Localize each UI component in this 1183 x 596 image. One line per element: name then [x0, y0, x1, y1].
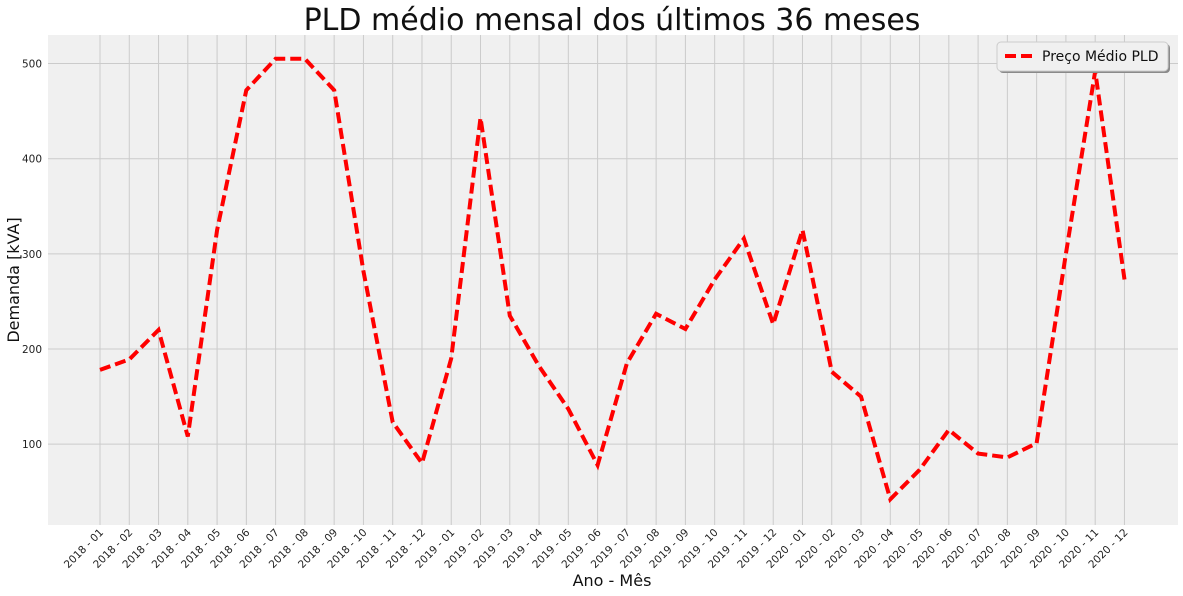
- series-lines: [99, 56, 1127, 504]
- legend-label: Preço Médio PLD: [1042, 49, 1158, 65]
- y-axis-label: Demanda [kVA]: [4, 217, 23, 342]
- y-tick-label: 300: [22, 249, 42, 261]
- y-tick-label: 500: [22, 59, 42, 71]
- chart-title: PLD médio mensal dos últimos 36 meses: [304, 3, 921, 38]
- y-tick-label: 100: [22, 439, 42, 451]
- series-line: [99, 56, 1127, 504]
- plot-area: [48, 35, 1178, 525]
- grid: [48, 35, 1178, 525]
- y-tick-label: 400: [22, 154, 42, 166]
- x-axis-label: Ano - Mês: [573, 571, 652, 590]
- y-axis-ticks: 100 200 300 400 500: [22, 59, 42, 452]
- legend: Preço Médio PLD: [996, 41, 1170, 73]
- legend-box: [996, 41, 1169, 72]
- y-tick-label: 200: [22, 344, 42, 356]
